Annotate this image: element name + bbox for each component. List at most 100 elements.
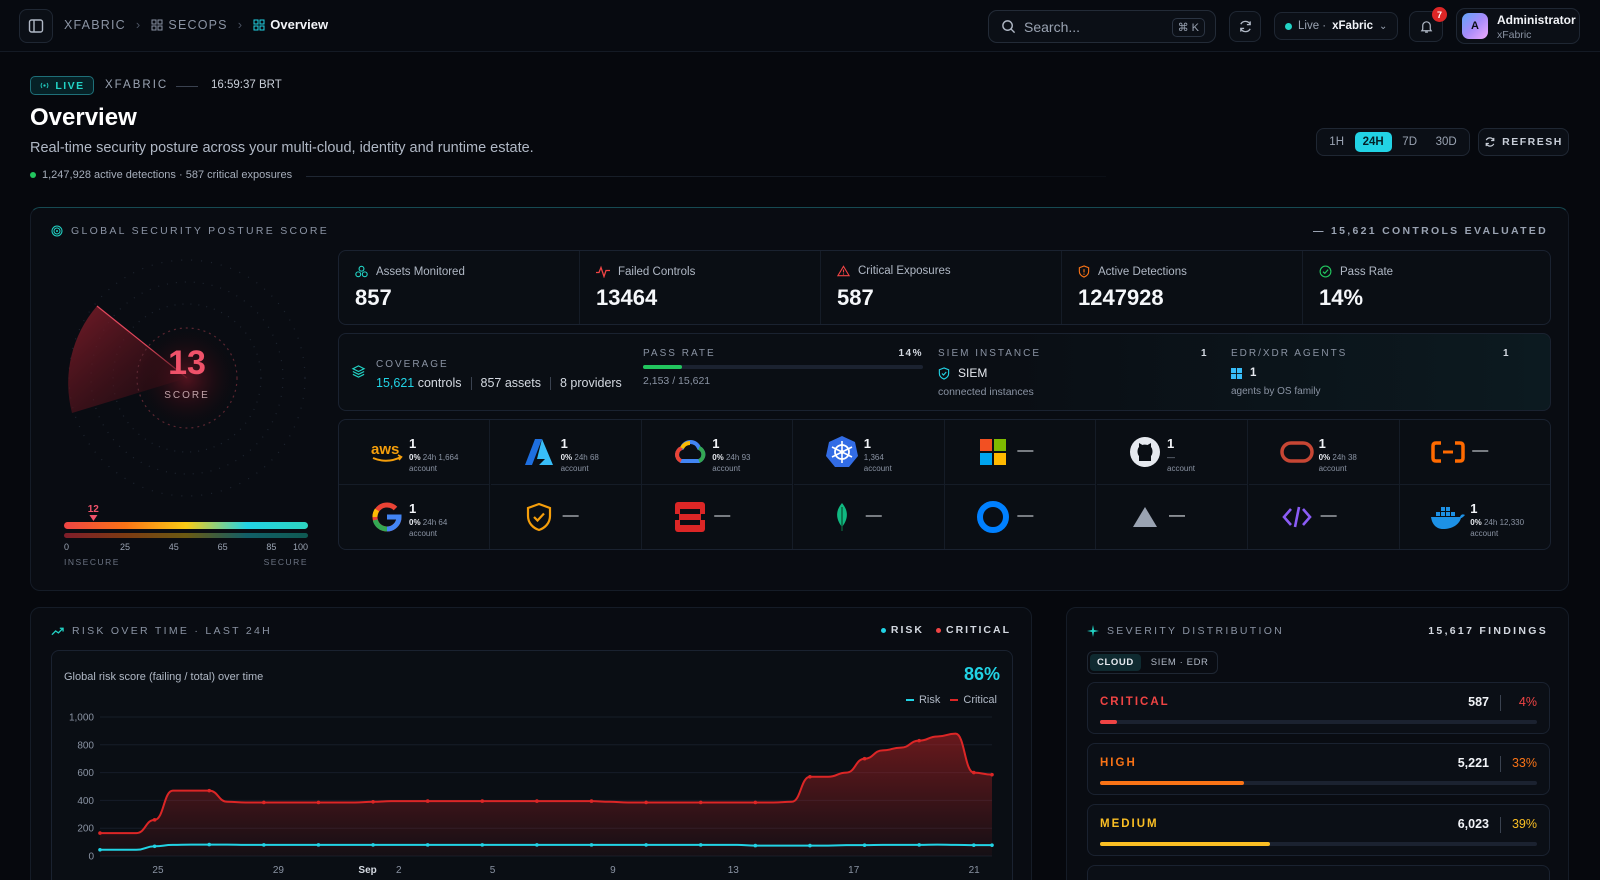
metric-value: 1247928	[1078, 285, 1164, 310]
breadcrumb-section[interactable]: SECOPS	[151, 18, 227, 32]
edr-sub: agents by OS family	[1231, 386, 1321, 397]
x-tick-label: 9	[610, 865, 616, 876]
provider-empty: —	[1017, 507, 1034, 524]
search-input[interactable]: Search...	[1024, 18, 1081, 35]
tab-cloud[interactable]: CLOUD	[1090, 654, 1141, 671]
series-line-critical	[99, 732, 993, 835]
header-stats: 1,247,928 active detections · 587 critic…	[30, 169, 292, 181]
provider-shield-check[interactable]: —	[491, 485, 642, 549]
search-shortcut: ⌘ K	[1171, 18, 1205, 37]
sidebar-toggle-button[interactable]	[19, 9, 53, 43]
pass-rate-fill	[643, 365, 683, 369]
provider-account: account	[1167, 464, 1196, 473]
range-1h[interactable]: 1H	[1329, 136, 1344, 148]
provider-oracle[interactable]: 1 0% 24h 38 account	[1248, 420, 1400, 485]
dashboard-icon	[253, 19, 265, 30]
metric-value: 857	[355, 285, 392, 310]
provider-mongodb[interactable]: —	[794, 485, 945, 549]
data-point	[316, 843, 321, 847]
metric-critical-exposures[interactable]: Critical Exposures 587	[821, 251, 1062, 324]
coverage-summary: 15,621 controls 857 assets 8 providers	[376, 376, 622, 390]
pass-rate-counts: 2,153 / 15,621	[643, 375, 711, 387]
data-point	[371, 799, 375, 804]
x-tick-label: 2	[396, 865, 402, 876]
provider-microsoft[interactable]: —	[945, 420, 1097, 485]
fingerprint-icon	[51, 225, 63, 237]
user-menu[interactable]: A Administrator xFabric	[1456, 8, 1580, 44]
env-status: Live ·	[1298, 20, 1327, 32]
provider-account: account	[560, 464, 589, 473]
metric-assets-monitored[interactable]: Assets Monitored 857	[339, 251, 580, 324]
range-7d[interactable]: 7D	[1402, 136, 1417, 148]
score-radar	[68, 259, 306, 497]
severity-card: SEVERITY DISTRIBUTION 15,617 FINDINGS CL…	[1066, 607, 1569, 880]
metric-pass-rate[interactable]: Pass Rate 14%	[1319, 265, 1394, 311]
data-point	[644, 843, 648, 847]
provider-kubernetes[interactable]: 1 1,364 account	[793, 420, 945, 485]
data-point	[262, 843, 266, 847]
data-point	[535, 799, 539, 803]
data-point	[862, 756, 867, 761]
header-org: XFABRIC	[105, 79, 169, 91]
avatar: A	[1462, 13, 1488, 39]
data-point	[753, 800, 758, 805]
provider-gcp[interactable]: 1 0% 24h 93 account	[642, 420, 794, 485]
x-tick-label: 17	[848, 865, 860, 876]
aws-icon: aws	[369, 434, 405, 470]
severity-item-critical[interactable]: CRITICAL 587 4%	[1087, 682, 1550, 734]
data-point	[808, 843, 812, 848]
docker-icon	[1430, 499, 1466, 535]
provider-alibaba[interactable]: —	[1400, 420, 1550, 485]
data-point	[589, 799, 594, 803]
risk-legend-top: RISK CRITICAL	[880, 624, 1011, 636]
metric-active-detections[interactable]: Active Detections 1247928	[1062, 251, 1303, 324]
provider-count: 1	[1470, 501, 1478, 516]
siem-count: 1	[1201, 348, 1207, 359]
controls-evaluated: — 15,621 CONTROLS EVALUATED	[1313, 225, 1548, 237]
search-icon	[1002, 20, 1016, 34]
sync-button[interactable]	[1229, 11, 1261, 42]
data-point	[971, 843, 976, 847]
user-org: xFabric	[1497, 29, 1532, 41]
provider-digitalocean[interactable]: —	[945, 485, 1097, 549]
severity-item-medium[interactable]: MEDIUM 6,023 39%	[1087, 804, 1550, 856]
data-point	[152, 818, 157, 822]
provider-azure[interactable]: 1 0% 24h 68 account	[490, 420, 642, 485]
live-dot	[1285, 22, 1292, 30]
data-point	[98, 847, 102, 852]
siem-label: SIEM INSTANCE	[938, 348, 1042, 359]
search-box[interactable]: Search... ⌘ K	[988, 10, 1216, 43]
provider-count: 1	[560, 436, 568, 451]
github-icon	[1127, 434, 1163, 470]
alibaba-icon	[1430, 434, 1466, 470]
environment-select[interactable]: Live · xFabric ⌄	[1274, 12, 1398, 40]
breadcrumb-org[interactable]: XFABRIC	[64, 17, 126, 32]
provider-stats: 0% 24h 38	[1318, 453, 1357, 462]
range-24h[interactable]: 24H	[1354, 132, 1392, 152]
metric-failed-controls[interactable]: Failed Controls 13464	[580, 251, 821, 324]
provider-aws[interactable]: aws 1 0% 24h 1,664 account	[339, 420, 490, 485]
posture-card: GLOBAL SECURITY POSTURE SCORE — 15,621 C…	[30, 207, 1569, 591]
severity-item-high[interactable]: HIGH 5,221 33%	[1087, 743, 1550, 795]
layers-icon	[351, 365, 366, 378]
provider-count: 1	[1167, 436, 1175, 451]
range-30d[interactable]: 30D	[1435, 136, 1457, 148]
provider-account: account	[1318, 464, 1347, 473]
provider-code[interactable]: —	[1249, 485, 1400, 549]
gcp-icon	[672, 434, 708, 470]
tab-siem-edr[interactable]: SIEM · EDR	[1150, 657, 1209, 668]
gauge-marker: 12	[88, 504, 99, 521]
severity-name: HIGH	[1100, 757, 1137, 769]
provider-google[interactable]: 1 0% 24h 64 account	[339, 485, 490, 549]
provider-docker[interactable]: 1 0% 24h 12,330 account	[1400, 485, 1550, 549]
provider-github[interactable]: 1 — account	[1097, 420, 1248, 485]
header-rule	[306, 176, 1106, 177]
provider-vercel[interactable]: —	[1097, 485, 1248, 549]
broadcast-icon	[40, 82, 49, 89]
google-icon	[369, 499, 405, 535]
data-point	[917, 738, 921, 743]
refresh-button[interactable]: REFRESH	[1478, 128, 1569, 156]
pass-rate-label: PASS RATE	[643, 348, 716, 359]
provider-openshift[interactable]: —	[642, 485, 794, 549]
svg-text:aws: aws	[371, 441, 399, 458]
